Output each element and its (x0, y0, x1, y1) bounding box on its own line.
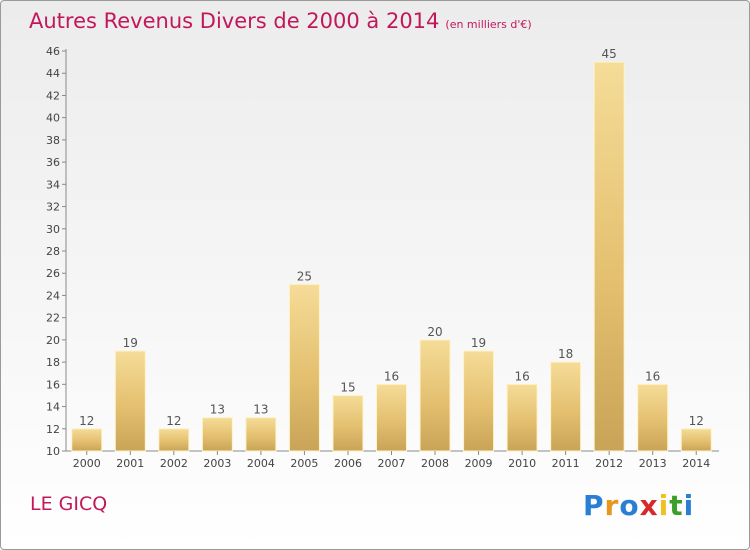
bar-value-label: 45 (602, 47, 617, 61)
bar-value-label: 13 (210, 403, 225, 417)
bar-value-label: 12 (689, 414, 704, 428)
logo-letter: o (619, 489, 640, 522)
y-tick-label: 34 (46, 178, 60, 191)
bar (114, 350, 146, 452)
x-tick-label: 2014 (682, 457, 710, 470)
bar (201, 417, 233, 452)
logo-letter: r (604, 489, 620, 522)
bar-value-label: 16 (514, 369, 529, 383)
y-tick-label: 28 (46, 245, 60, 258)
bar (376, 383, 407, 452)
bar (680, 428, 712, 452)
chart-title-text: Autres Revenus Divers de 2000 à 2014 (29, 9, 440, 33)
bar (463, 350, 495, 452)
x-tick-label: 2012 (595, 457, 623, 470)
y-tick-label: 30 (46, 223, 60, 236)
y-tick-label: 32 (46, 201, 60, 214)
x-tick-label: 2003 (203, 457, 231, 470)
bar (245, 417, 277, 452)
y-tick-label: 46 (46, 45, 60, 58)
bar-value-label: 18 (558, 347, 573, 361)
x-tick-label: 2013 (639, 457, 667, 470)
bar-value-label: 13 (253, 403, 268, 417)
y-tick-label: 44 (46, 67, 60, 80)
logo-letter: t (669, 489, 684, 522)
y-tick-label: 42 (46, 89, 60, 102)
bar-value-label: 19 (123, 336, 138, 350)
x-tick-label: 2000 (73, 457, 101, 470)
bar-value-label: 19 (471, 336, 486, 350)
logo-letter: P (583, 489, 605, 522)
bar (550, 361, 582, 452)
y-tick-label: 36 (46, 156, 60, 169)
bar (332, 394, 364, 452)
x-tick-label: 2010 (508, 457, 536, 470)
bar-value-label: 25 (297, 269, 312, 283)
bar (637, 383, 669, 452)
bar-value-label: 12 (166, 414, 181, 428)
bar-value-label: 20 (427, 325, 442, 339)
x-tick-label: 2008 (421, 457, 449, 470)
logo-letter: x (639, 489, 659, 522)
bar (593, 61, 625, 452)
x-tick-label: 2007 (378, 457, 406, 470)
x-tick-label: 2002 (160, 457, 188, 470)
bar-value-label: 15 (340, 380, 355, 394)
x-tick-label: 2009 (465, 457, 493, 470)
x-tick-label: 2004 (247, 457, 275, 470)
x-tick-label: 2005 (290, 457, 318, 470)
y-tick-label: 40 (46, 112, 60, 125)
y-tick-label: 22 (46, 312, 60, 325)
x-tick-label: 2006 (334, 457, 362, 470)
commune-name: LE GICQ (30, 493, 108, 515)
bar (288, 283, 320, 452)
x-tick-label: 2001 (116, 457, 144, 470)
y-tick-label: 18 (46, 356, 60, 369)
chart-title: Autres Revenus Divers de 2000 à 2014 (en … (29, 9, 532, 33)
bar-value-label: 12 (79, 414, 94, 428)
y-tick-label: 12 (46, 423, 60, 436)
x-tick-label: 2011 (552, 457, 580, 470)
y-tick-label: 24 (46, 289, 60, 302)
y-tick-label: 38 (46, 134, 60, 147)
proxiti-logo[interactable]: Proxiti (583, 489, 694, 522)
bar (419, 339, 451, 452)
bar (506, 383, 538, 452)
bar-value-label: 16 (384, 369, 399, 383)
y-tick-label: 20 (46, 334, 60, 347)
y-tick-label: 16 (46, 378, 60, 391)
logo-letter: i (683, 489, 695, 522)
y-tick-label: 26 (46, 267, 60, 280)
logo-letter: i (658, 489, 670, 522)
y-tick-label: 10 (46, 445, 60, 458)
bar (71, 428, 103, 452)
chart-subtitle: (en milliers d'€) (445, 18, 532, 31)
bar (158, 428, 190, 452)
bar-value-label: 16 (645, 369, 660, 383)
y-tick-label: 14 (46, 401, 60, 414)
